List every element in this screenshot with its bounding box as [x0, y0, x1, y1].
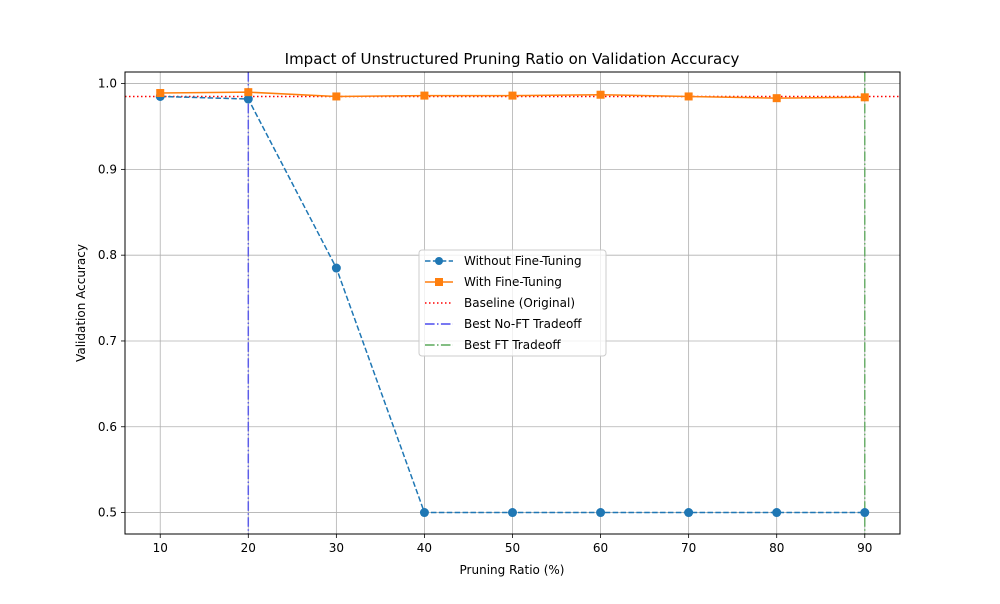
- y-tick-label: 1.0: [98, 77, 117, 91]
- data-point: [244, 88, 253, 97]
- data-point: [772, 94, 781, 103]
- data-point: [596, 90, 605, 99]
- data-point: [684, 92, 693, 101]
- x-tick-label: 90: [857, 541, 872, 555]
- legend-label: Best No-FT Tradeoff: [464, 317, 582, 331]
- chart-title: Impact of Unstructured Pruning Ratio on …: [285, 50, 740, 68]
- x-tick-label: 60: [593, 541, 608, 555]
- data-point: [684, 508, 694, 518]
- series: [155, 88, 870, 518]
- legend-marker: [435, 257, 443, 265]
- data-point: [508, 508, 517, 518]
- legend-marker: [435, 278, 443, 286]
- data-point: [860, 508, 870, 518]
- y-tick-label: 0.5: [98, 506, 117, 520]
- x-tick-label: 20: [241, 541, 256, 555]
- data-point: [419, 508, 429, 518]
- y-axis-label: Validation Accuracy: [74, 244, 88, 362]
- data-point: [332, 92, 341, 101]
- y-tick-label: 0.8: [98, 248, 117, 262]
- x-tick-label: 80: [769, 541, 784, 555]
- x-tick-label: 70: [681, 541, 696, 555]
- x-tick-label: 40: [417, 541, 432, 555]
- data-point: [860, 93, 869, 102]
- y-tick-label: 0.9: [98, 162, 117, 176]
- data-point: [243, 94, 253, 104]
- data-point: [772, 508, 782, 518]
- legend-label: Without Fine-Tuning: [464, 254, 582, 268]
- y-tick-label: 0.6: [98, 420, 117, 434]
- legend-label: With Fine-Tuning: [464, 275, 562, 289]
- legend-label: Baseline (Original): [464, 296, 575, 310]
- y-tick-label: 0.7: [98, 334, 117, 348]
- x-tick-label: 30: [329, 541, 344, 555]
- reference-lines: [125, 72, 900, 534]
- data-point: [508, 91, 517, 100]
- legend: Without Fine-Tuning With Fine-Tuning Basel…: [418, 249, 607, 357]
- y-axis-ticks: 0.5 0.6 0.7 0.8 0.9 1.0: [98, 77, 125, 520]
- x-axis-label: Pruning Ratio (%): [460, 563, 565, 577]
- x-axis-ticks: 10 20 30 40 50 60 70 80 90: [153, 534, 872, 555]
- legend-box: [418, 249, 607, 357]
- data-point: [596, 508, 606, 518]
- legend-label: Best FT Tradeoff: [464, 338, 561, 352]
- data-point: [156, 89, 165, 98]
- data-point: [331, 263, 341, 273]
- data-point: [420, 91, 429, 100]
- x-tick-label: 10: [153, 541, 168, 555]
- x-tick-label: 50: [505, 541, 520, 555]
